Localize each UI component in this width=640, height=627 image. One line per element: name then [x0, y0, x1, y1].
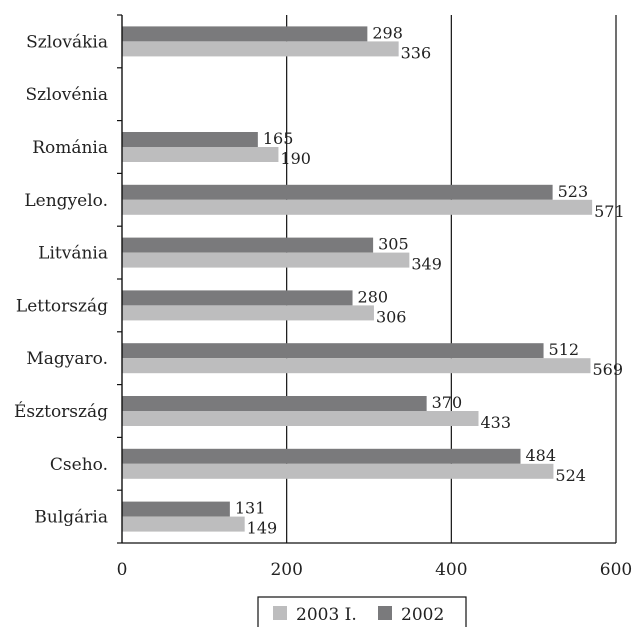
bar-2003: [122, 305, 374, 321]
bar-2003: [122, 41, 399, 57]
bar-2002: [122, 26, 368, 42]
data-label-2003: 190: [280, 149, 311, 168]
data-label-2003: 349: [411, 255, 442, 274]
x-axis: 0 200 400 600: [117, 542, 632, 580]
bar-2002: [122, 501, 230, 517]
legend-box: [257, 596, 467, 627]
data-label-2002: 484: [525, 446, 556, 465]
data-label-2002: 280: [358, 287, 389, 306]
y-axis: [117, 14, 123, 544]
data-label-2003: 306: [376, 307, 407, 326]
x-tick-label: 0: [117, 560, 128, 580]
legend-label-2003: 2003 I.: [296, 605, 357, 625]
bar-2002: [122, 396, 427, 411]
x-tick-label: 400: [435, 560, 467, 580]
bar-2002: [122, 132, 258, 147]
data-label-2002: 298: [372, 23, 403, 42]
legend-swatch-2003: [273, 606, 287, 620]
category-label: Észtország: [14, 401, 108, 422]
category-label: Szlovákia: [26, 32, 108, 52]
bar-2003: [122, 147, 279, 162]
legend: 2003 I. 2002: [257, 596, 467, 627]
bar-2003: [122, 252, 410, 268]
category-label: Szlovénia: [26, 85, 108, 105]
x-tick-label: 200: [270, 560, 302, 580]
data-label-2003: 569: [592, 360, 623, 379]
category-label: Románia: [32, 138, 108, 158]
data-label-2002: 370: [432, 393, 463, 412]
bar-2002: [122, 290, 353, 306]
category-label: Litvánia: [38, 244, 108, 264]
data-label-2002: 131: [235, 499, 266, 518]
bar-2003: [122, 199, 593, 215]
category-label: Lettország: [16, 296, 108, 316]
bar-2002: [122, 448, 521, 464]
bar-2002: [122, 237, 374, 253]
data-label-2002: 165: [263, 129, 294, 148]
category-label: Magyaro.: [26, 349, 108, 369]
data-label-2003: 524: [555, 466, 586, 485]
data-label-2003: 149: [247, 519, 278, 538]
data-label-2002: 305: [378, 235, 409, 254]
bar-2002: [122, 343, 544, 359]
legend-label-2002: 2002: [401, 605, 444, 625]
data-label-2003: 336: [401, 43, 432, 62]
category-labels: Bulgária Cseho. Észtország Magyaro. Lettorsz…: [14, 32, 108, 527]
x-tick-label: 600: [600, 560, 632, 580]
bar-2003: [122, 463, 554, 479]
category-label: Lengyelo.: [24, 191, 108, 211]
bar-2003: [122, 358, 591, 374]
bars: [122, 26, 593, 532]
data-label-2002: 512: [549, 340, 580, 359]
bar-2003: [122, 516, 245, 532]
data-label-2003: 433: [481, 413, 512, 432]
category-label: Bulgária: [34, 508, 108, 528]
legend-swatch-2002: [378, 606, 392, 620]
category-label: Cseho.: [50, 455, 108, 475]
bar-2003: [122, 411, 479, 426]
data-label-2003: 571: [594, 202, 625, 221]
data-label-2002: 523: [558, 182, 589, 201]
bar-2002: [122, 184, 553, 200]
